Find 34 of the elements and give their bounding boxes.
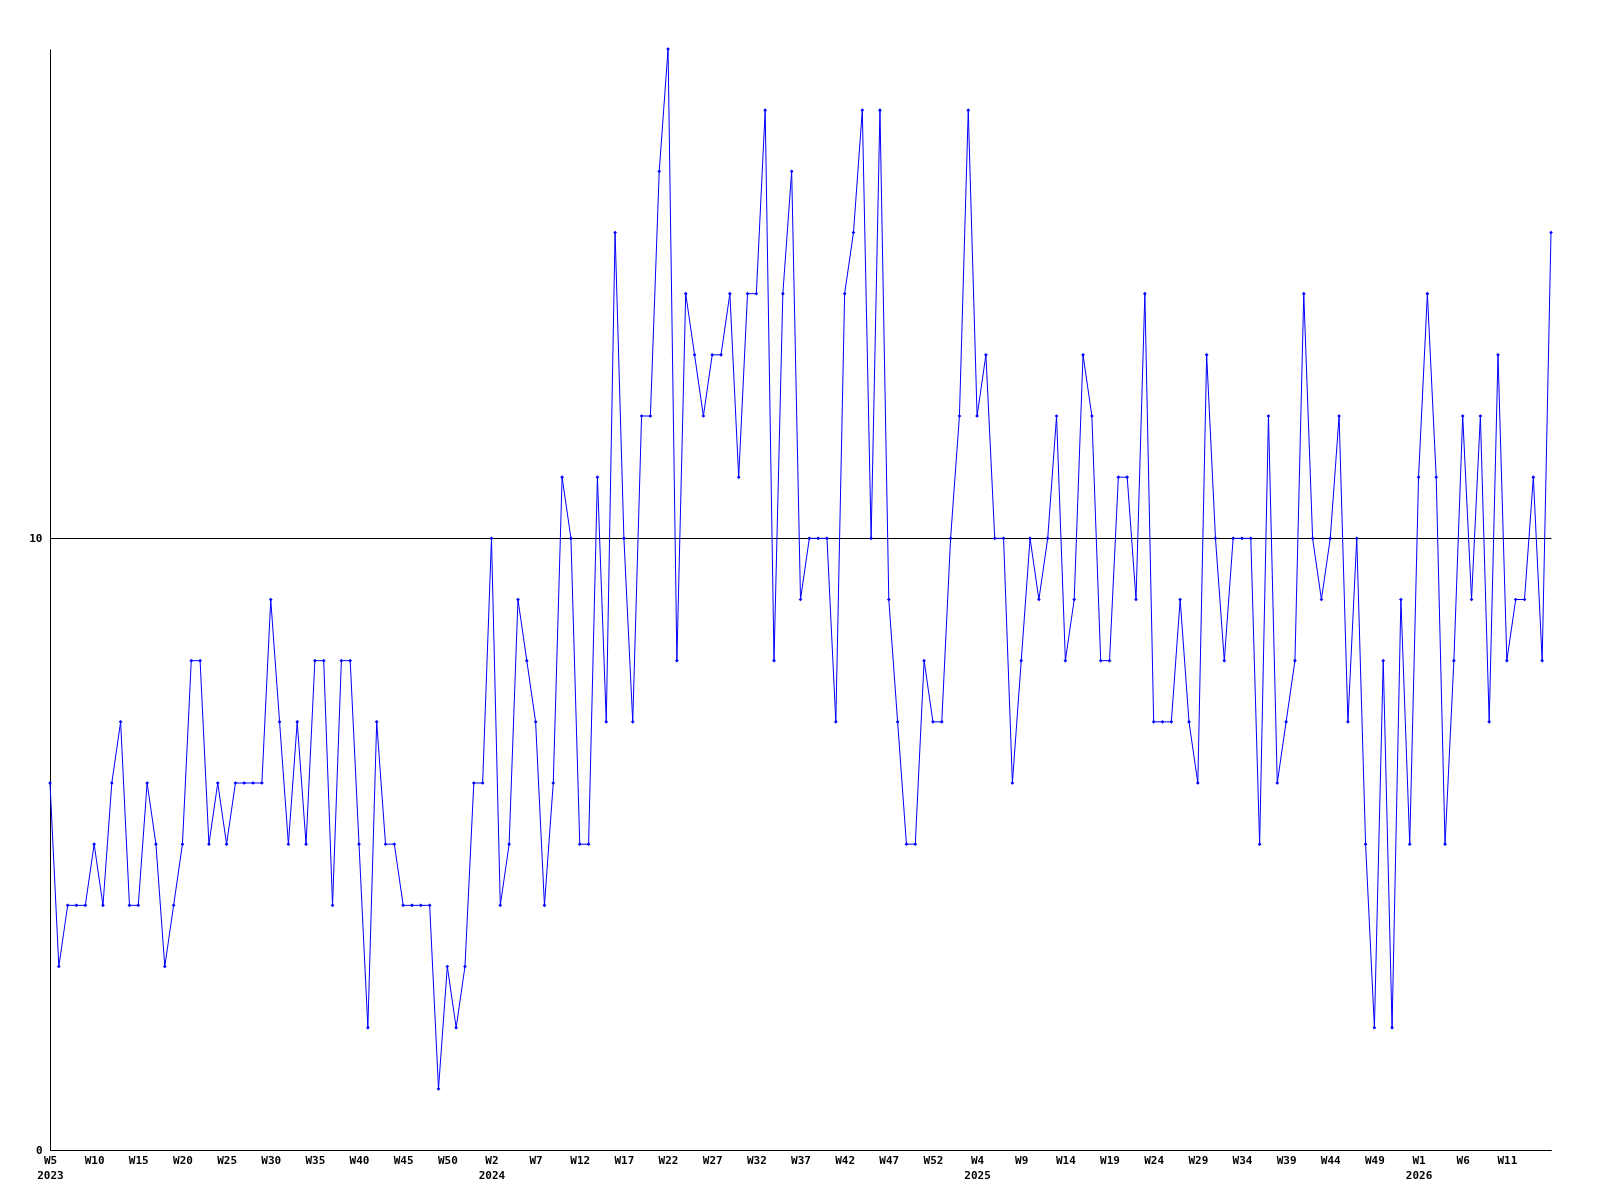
x-tick-label: W44 xyxy=(1320,1153,1342,1167)
x-tick-label: W39 xyxy=(1276,1153,1297,1167)
x-tick-label: W17 xyxy=(614,1153,635,1167)
x-tick-label: W29 xyxy=(1188,1153,1209,1167)
x-tick-label: W30 xyxy=(261,1153,282,1167)
x-tick-label: W47 xyxy=(879,1153,900,1167)
x-tick-label: W35 xyxy=(305,1153,326,1167)
x-tick-label: W15 xyxy=(128,1153,149,1167)
x-tick-label: W11 xyxy=(1497,1153,1518,1167)
x-tick-label: W6 xyxy=(1456,1153,1471,1167)
x-tick-label: W40 xyxy=(349,1153,370,1167)
x-tick-label: W19 xyxy=(1100,1153,1120,1167)
x-tick-label: W10 xyxy=(84,1153,105,1167)
x-tick-label: W27 xyxy=(702,1153,723,1167)
x-tick-label: W25 xyxy=(217,1153,238,1167)
x-tick-label: W20 xyxy=(173,1153,193,1167)
x-tick-label: W4 2025 xyxy=(964,1153,991,1182)
x-tick-label: W14 xyxy=(1055,1153,1077,1167)
x-tick-label: W1 2026 xyxy=(1405,1153,1433,1182)
x-tick-label: W45 xyxy=(393,1153,414,1167)
x-tick-label: W12 xyxy=(570,1153,591,1167)
x-tick-label: W9 xyxy=(1015,1153,1029,1167)
x-tick-label: W42 xyxy=(835,1153,856,1167)
x-tick-label: W7 xyxy=(529,1153,543,1167)
x-tick-label: W22 xyxy=(658,1153,679,1167)
x-tick-label: W52 xyxy=(923,1153,944,1167)
x-tick-label: W50 xyxy=(437,1153,458,1167)
x-tick-label: W2 2024 xyxy=(478,1153,506,1182)
y-tick-label: 10 xyxy=(29,531,43,545)
x-tick-label: W37 xyxy=(791,1153,811,1167)
x-tick-label: W34 xyxy=(1232,1153,1253,1167)
x-tick-label: W49 xyxy=(1364,1153,1385,1167)
x-tick-label: W32 xyxy=(746,1153,767,1167)
x-tick-label: W24 xyxy=(1144,1153,1165,1167)
